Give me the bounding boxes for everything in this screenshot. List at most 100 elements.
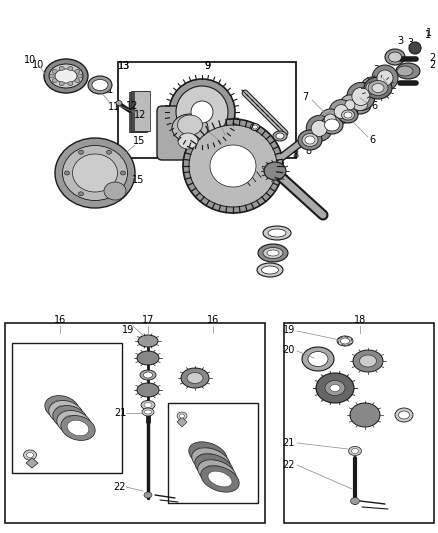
Ellipse shape: [78, 74, 82, 78]
Ellipse shape: [352, 448, 358, 454]
Text: 5: 5: [380, 83, 386, 93]
Ellipse shape: [258, 244, 288, 262]
Ellipse shape: [116, 101, 122, 106]
Ellipse shape: [68, 82, 73, 86]
Polygon shape: [129, 92, 145, 132]
Ellipse shape: [345, 100, 355, 110]
Ellipse shape: [268, 229, 286, 237]
Bar: [284, 323, 434, 523]
Text: 8: 8: [292, 150, 298, 160]
Ellipse shape: [251, 124, 259, 131]
Ellipse shape: [353, 100, 367, 110]
Ellipse shape: [395, 408, 413, 422]
Ellipse shape: [361, 77, 383, 99]
Ellipse shape: [49, 74, 54, 78]
Ellipse shape: [49, 401, 83, 425]
Ellipse shape: [181, 368, 209, 388]
Ellipse shape: [88, 76, 112, 94]
Text: 11: 11: [102, 85, 114, 95]
Ellipse shape: [61, 416, 95, 440]
Ellipse shape: [177, 115, 202, 135]
Ellipse shape: [178, 133, 198, 149]
Text: 22: 22: [114, 482, 126, 492]
Ellipse shape: [145, 410, 152, 414]
Ellipse shape: [106, 192, 112, 196]
Text: 21: 21: [283, 438, 295, 448]
Text: 6: 6: [369, 135, 375, 145]
Ellipse shape: [55, 69, 77, 83]
Ellipse shape: [202, 459, 226, 475]
Text: 8: 8: [305, 146, 311, 156]
Ellipse shape: [199, 453, 223, 469]
Ellipse shape: [302, 347, 334, 371]
Ellipse shape: [399, 411, 410, 419]
Ellipse shape: [106, 150, 112, 154]
Text: 1: 1: [425, 30, 431, 40]
Text: 22: 22: [283, 460, 295, 470]
Text: 2: 2: [429, 60, 435, 70]
Ellipse shape: [198, 460, 236, 486]
Text: 13: 13: [118, 61, 130, 71]
Ellipse shape: [59, 410, 81, 426]
Polygon shape: [26, 458, 38, 468]
Ellipse shape: [141, 400, 155, 409]
Ellipse shape: [409, 42, 421, 54]
Ellipse shape: [352, 87, 370, 106]
Ellipse shape: [52, 69, 57, 74]
Ellipse shape: [205, 465, 229, 481]
Text: 6: 6: [371, 101, 377, 111]
Ellipse shape: [368, 80, 388, 95]
Bar: [168, 403, 258, 503]
Ellipse shape: [187, 373, 203, 384]
Ellipse shape: [340, 95, 360, 115]
Ellipse shape: [267, 250, 279, 256]
Ellipse shape: [330, 384, 340, 392]
Bar: [118, 62, 296, 158]
Bar: [12, 343, 122, 473]
Ellipse shape: [120, 171, 126, 175]
Ellipse shape: [306, 116, 332, 141]
Ellipse shape: [261, 266, 279, 274]
Ellipse shape: [78, 150, 84, 154]
Ellipse shape: [337, 336, 353, 346]
Ellipse shape: [273, 131, 287, 141]
Ellipse shape: [52, 79, 57, 83]
Ellipse shape: [169, 79, 235, 145]
Text: 5: 5: [375, 85, 381, 95]
Ellipse shape: [177, 412, 187, 420]
Ellipse shape: [92, 79, 108, 91]
Text: 2: 2: [429, 53, 435, 63]
Ellipse shape: [63, 146, 127, 200]
Ellipse shape: [196, 447, 220, 463]
Text: 14: 14: [220, 141, 232, 151]
Text: 16: 16: [54, 315, 66, 325]
Text: 20: 20: [283, 345, 295, 355]
Ellipse shape: [192, 448, 230, 474]
Ellipse shape: [263, 226, 291, 240]
Ellipse shape: [319, 109, 341, 131]
Text: 10: 10: [24, 55, 36, 65]
Polygon shape: [131, 92, 146, 132]
Ellipse shape: [142, 408, 154, 416]
Text: 11: 11: [108, 102, 120, 112]
Ellipse shape: [49, 64, 83, 88]
Text: 9: 9: [204, 61, 210, 71]
Ellipse shape: [385, 49, 405, 65]
Ellipse shape: [264, 162, 286, 180]
Ellipse shape: [329, 100, 353, 124]
Text: 18: 18: [354, 315, 366, 325]
Ellipse shape: [389, 52, 402, 62]
Text: 19: 19: [122, 325, 134, 335]
Ellipse shape: [27, 453, 33, 457]
Ellipse shape: [195, 454, 233, 480]
Ellipse shape: [189, 125, 277, 207]
Text: 21: 21: [114, 408, 126, 418]
Text: 19: 19: [283, 325, 295, 335]
Ellipse shape: [75, 69, 80, 74]
Ellipse shape: [316, 373, 354, 403]
Text: 13: 13: [118, 61, 130, 71]
Ellipse shape: [302, 133, 318, 147]
Ellipse shape: [67, 420, 89, 436]
Ellipse shape: [59, 67, 64, 70]
Ellipse shape: [53, 406, 87, 431]
